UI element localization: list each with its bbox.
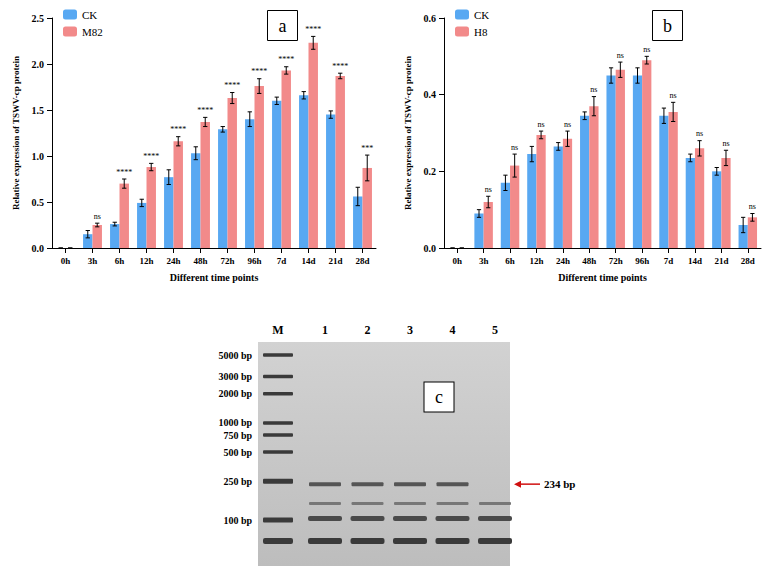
svg-text:234 bp: 234 bp (544, 478, 576, 490)
svg-text:48h: 48h (582, 256, 596, 266)
svg-text:2000 bp: 2000 bp (218, 388, 252, 399)
svg-text:****: **** (143, 152, 159, 161)
svg-text:28d: 28d (355, 256, 369, 266)
svg-text:0.6: 0.6 (424, 13, 437, 24)
svg-text:0.2: 0.2 (424, 166, 437, 177)
svg-text:1000 bp: 1000 bp (218, 417, 252, 428)
svg-text:****: **** (170, 125, 186, 134)
svg-text:14d: 14d (301, 256, 315, 266)
svg-text:b: b (663, 16, 672, 36)
svg-text:5000 bp: 5000 bp (218, 350, 252, 361)
svg-text:M82: M82 (82, 26, 103, 38)
svg-text:6h: 6h (115, 256, 125, 266)
svg-text:96h: 96h (247, 256, 261, 266)
svg-text:a: a (279, 16, 287, 36)
svg-text:2: 2 (365, 323, 371, 337)
svg-text:48h: 48h (193, 256, 207, 266)
svg-text:ns: ns (696, 129, 703, 138)
svg-text:0.4: 0.4 (424, 89, 437, 100)
svg-text:14d: 14d (688, 256, 702, 266)
svg-text:500 bp: 500 bp (223, 447, 252, 458)
svg-text:5: 5 (492, 323, 498, 337)
svg-text:21d: 21d (328, 256, 342, 266)
svg-text:ns: ns (94, 212, 101, 221)
svg-text:ns: ns (590, 85, 597, 94)
svg-text:12h: 12h (139, 256, 153, 266)
svg-text:0.0: 0.0 (424, 243, 437, 254)
svg-text:***: *** (361, 144, 373, 153)
svg-text:3: 3 (407, 323, 413, 337)
svg-text:ns: ns (485, 185, 492, 194)
svg-text:12h: 12h (529, 256, 543, 266)
svg-text:Relative expression of TSWV-cp: Relative expression of TSWV-cp protein (11, 56, 21, 210)
svg-text:100 bp: 100 bp (223, 515, 252, 526)
svg-text:1.5: 1.5 (32, 105, 45, 116)
svg-text:28d: 28d (741, 256, 755, 266)
svg-text:750 bp: 750 bp (223, 430, 252, 441)
svg-text:Different time points: Different time points (170, 272, 259, 283)
svg-text:0.5: 0.5 (32, 197, 45, 208)
svg-text:****: **** (116, 168, 132, 177)
svg-text:ns: ns (511, 143, 518, 152)
svg-text:****: **** (224, 81, 240, 90)
svg-text:****: **** (197, 106, 213, 115)
svg-text:ns: ns (617, 51, 624, 60)
svg-text:1.0: 1.0 (32, 151, 45, 162)
svg-text:ns: ns (749, 202, 756, 211)
svg-text:96h: 96h (635, 256, 649, 266)
svg-text:****: **** (332, 62, 348, 71)
svg-text:3000 bp: 3000 bp (218, 371, 252, 382)
svg-text:M: M (272, 323, 283, 337)
svg-text:2.5: 2.5 (32, 13, 45, 24)
svg-text:0.0: 0.0 (32, 243, 45, 254)
svg-text:ns: ns (722, 139, 729, 148)
svg-text:c: c (435, 387, 443, 407)
svg-text:ns: ns (643, 45, 650, 54)
svg-text:****: **** (305, 25, 321, 34)
svg-text:ns: ns (564, 120, 571, 129)
svg-text:24h: 24h (556, 256, 570, 266)
svg-text:6h: 6h (505, 256, 515, 266)
svg-text:72h: 72h (220, 256, 234, 266)
svg-text:0h: 0h (452, 256, 462, 266)
svg-text:ns: ns (538, 120, 545, 129)
svg-text:21d: 21d (714, 256, 728, 266)
svg-text:****: **** (251, 67, 267, 76)
svg-text:24h: 24h (166, 256, 180, 266)
svg-text:4: 4 (450, 323, 456, 337)
svg-text:3h: 3h (88, 256, 98, 266)
svg-text:****: **** (278, 55, 294, 64)
svg-text:Relative expression of TSWV-cp: Relative expression of TSWV-cp protein (403, 56, 413, 210)
svg-text:2.0: 2.0 (32, 59, 45, 70)
svg-text:72h: 72h (609, 256, 623, 266)
svg-text:ns: ns (670, 91, 677, 100)
svg-text:0h: 0h (61, 256, 71, 266)
svg-text:Different time points: Different time points (558, 272, 647, 283)
svg-text:250 bp: 250 bp (223, 476, 252, 487)
svg-text:1: 1 (322, 323, 328, 337)
svg-text:7d: 7d (277, 256, 287, 266)
svg-text:H8: H8 (474, 26, 488, 38)
svg-text:7d: 7d (664, 256, 674, 266)
svg-text:3h: 3h (479, 256, 489, 266)
svg-text:CK: CK (474, 9, 489, 21)
svg-text:CK: CK (82, 9, 97, 21)
